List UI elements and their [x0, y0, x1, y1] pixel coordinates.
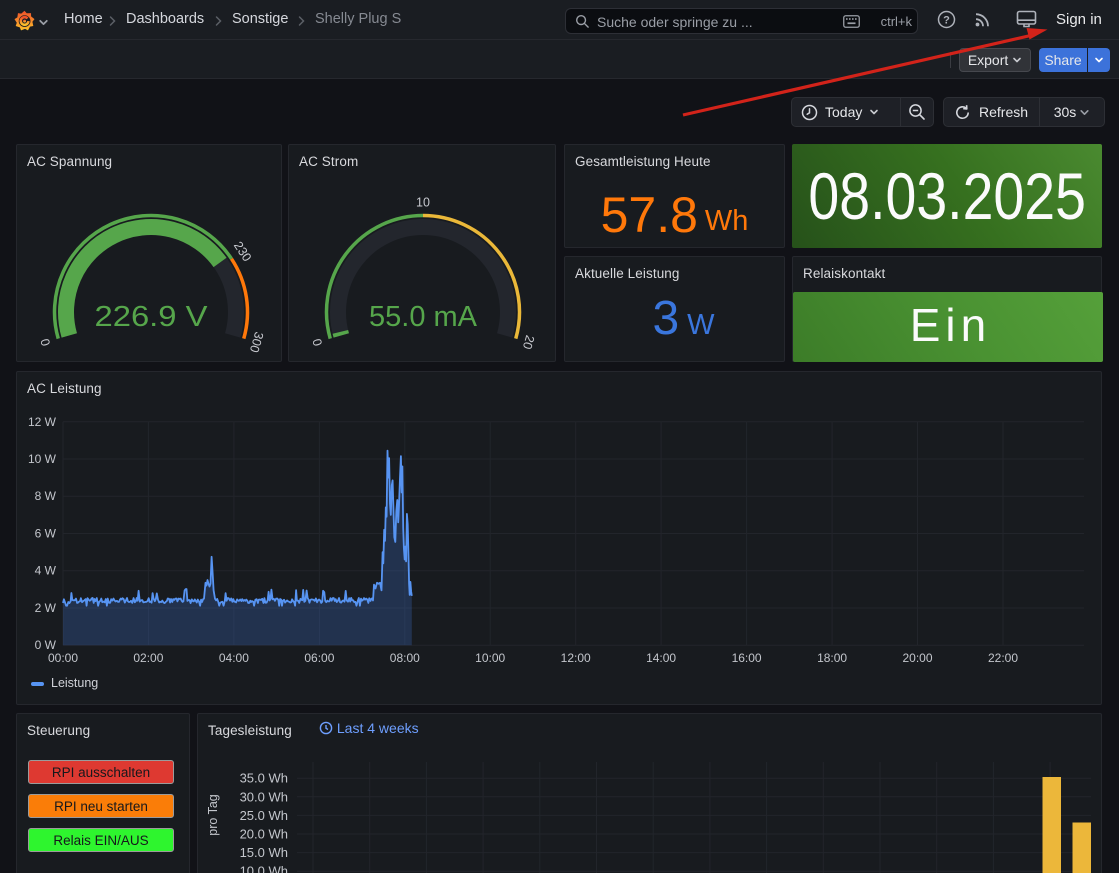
svg-text:10.0 Wh: 10.0 Wh	[240, 864, 288, 873]
svg-text:02:00: 02:00	[133, 651, 163, 665]
svg-text:55.0 mA: 55.0 mA	[369, 301, 478, 333]
svg-text:pro Tag: pro Tag	[206, 794, 220, 836]
svg-text:6 W: 6 W	[35, 527, 57, 541]
svg-text:4 W: 4 W	[35, 564, 57, 578]
svg-text:12:00: 12:00	[561, 651, 591, 665]
svg-text:35.0 Wh: 35.0 Wh	[240, 771, 288, 786]
svg-text:0: 0	[310, 337, 325, 348]
svg-text:16:00: 16:00	[732, 651, 762, 665]
svg-text:25.0 Wh: 25.0 Wh	[240, 808, 288, 823]
svg-text:15.0 Wh: 15.0 Wh	[240, 845, 288, 860]
svg-text:226.9 V: 226.9 V	[95, 301, 209, 333]
svg-text:30.0 Wh: 30.0 Wh	[240, 789, 288, 804]
svg-text:300: 300	[247, 330, 266, 354]
svg-text:00:00: 00:00	[48, 651, 78, 665]
svg-text:8 W: 8 W	[35, 489, 57, 503]
svg-text:18:00: 18:00	[817, 651, 847, 665]
svg-text:20:00: 20:00	[902, 651, 932, 665]
svg-text:08:00: 08:00	[390, 651, 420, 665]
svg-text:22:00: 22:00	[988, 651, 1018, 665]
svg-text:0: 0	[38, 337, 53, 348]
svg-text:0 W: 0 W	[35, 638, 57, 652]
svg-text:14:00: 14:00	[646, 651, 676, 665]
svg-text:2 W: 2 W	[35, 601, 57, 615]
svg-text:20: 20	[520, 334, 537, 351]
svg-text:10:00: 10:00	[475, 651, 505, 665]
svg-text:?: ?	[943, 14, 950, 26]
svg-text:10: 10	[416, 195, 430, 209]
svg-text:12 W: 12 W	[28, 415, 57, 429]
svg-text:06:00: 06:00	[304, 651, 334, 665]
svg-text:10 W: 10 W	[28, 452, 57, 466]
svg-text:04:00: 04:00	[219, 651, 249, 665]
svg-text:20.0 Wh: 20.0 Wh	[240, 827, 288, 842]
